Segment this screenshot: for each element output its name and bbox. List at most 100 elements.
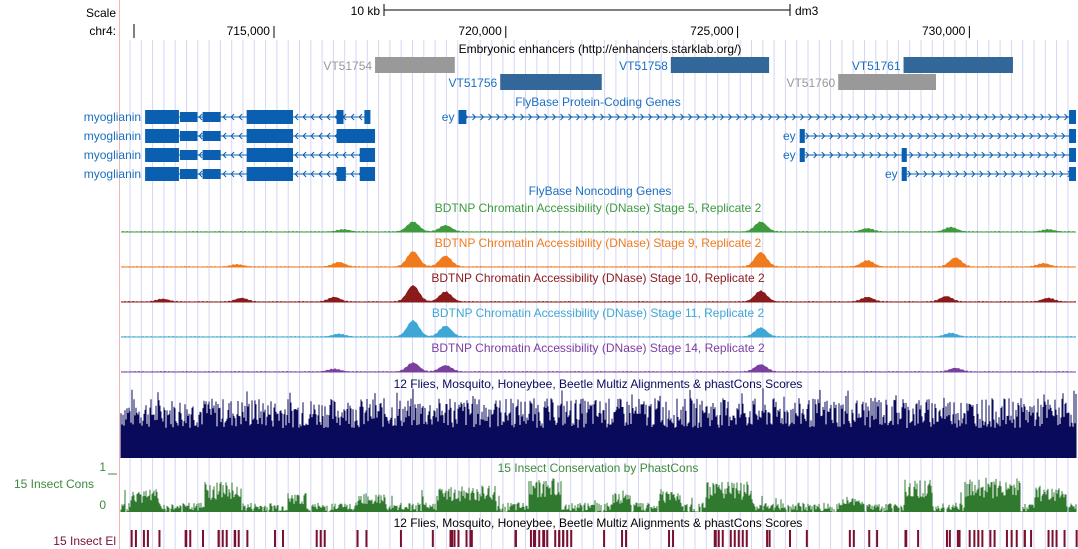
conserved-element[interactable]: [570, 530, 573, 547]
gene-exon[interactable]: [202, 112, 221, 122]
conserved-element[interactable]: [733, 530, 736, 547]
enhancer-feature[interactable]: [838, 74, 936, 90]
gene-exon[interactable]: [202, 150, 221, 160]
conserved-element[interactable]: [1005, 530, 1008, 547]
multiz-bars[interactable]: [120, 388, 1077, 458]
conserved-element[interactable]: [788, 530, 791, 547]
gene-exon[interactable]: [799, 129, 805, 143]
gene-exon[interactable]: [458, 110, 467, 124]
gene-exon[interactable]: [179, 131, 198, 141]
conserved-element[interactable]: [146, 530, 149, 547]
gene-exon[interactable]: [179, 169, 198, 179]
conserved-element[interactable]: [958, 530, 961, 547]
gene-label-myoglianin[interactable]: myoglianin: [84, 110, 141, 124]
conserved-element[interactable]: [1075, 530, 1078, 547]
conserved-element[interactable]: [745, 530, 748, 547]
enhancer-feature[interactable]: [903, 57, 1013, 73]
conserved-element[interactable]: [672, 530, 675, 547]
gene-exon[interactable]: [359, 148, 376, 162]
conserved-element[interactable]: [1051, 530, 1054, 547]
conserved-element[interactable]: [323, 530, 326, 547]
gene-label-myoglianin[interactable]: myoglianin: [84, 129, 141, 143]
gene-label-ey[interactable]: ey: [442, 110, 455, 124]
conserved-element[interactable]: [1015, 530, 1018, 547]
conserved-element[interactable]: [621, 530, 624, 547]
conserved-element[interactable]: [158, 530, 161, 547]
gene-exon[interactable]: [901, 167, 907, 181]
gene-exon[interactable]: [359, 167, 376, 181]
conserved-element[interactable]: [453, 530, 456, 547]
conserved-element[interactable]: [273, 530, 276, 547]
phastcons-side-label[interactable]: 15 Insect Cons: [14, 477, 94, 491]
conserved-element[interactable]: [1063, 530, 1066, 547]
conserved-element[interactable]: [529, 530, 532, 547]
conserved-element[interactable]: [221, 530, 224, 547]
gene-exon[interactable]: [1069, 129, 1076, 143]
gene-exon[interactable]: [145, 148, 179, 162]
conserved-element[interactable]: [766, 530, 769, 547]
conserved-element[interactable]: [281, 530, 284, 547]
conserved-element[interactable]: [741, 530, 744, 547]
conserved-element[interactable]: [189, 530, 192, 547]
conserved-element[interactable]: [848, 530, 851, 547]
gene-label-myoglianin[interactable]: myoglianin: [84, 167, 141, 181]
gene-exon[interactable]: [145, 110, 179, 124]
gene-label-ey[interactable]: ey: [783, 129, 796, 143]
conserved-element[interactable]: [973, 530, 976, 547]
enhancer-label[interactable]: VT51756: [449, 76, 498, 90]
gene-exon[interactable]: [799, 148, 805, 162]
gene-exon[interactable]: [1069, 110, 1076, 124]
phastcons-wiggle[interactable]: [120, 477, 1077, 512]
conserved-element[interactable]: [246, 530, 249, 547]
conserved-element[interactable]: [1010, 530, 1013, 547]
conserved-element[interactable]: [968, 530, 971, 547]
conserved-element[interactable]: [717, 530, 720, 547]
conserved-element[interactable]: [142, 530, 145, 547]
conserved-element[interactable]: [554, 530, 557, 547]
enhancer-feature[interactable]: [670, 57, 770, 73]
enhancer-feature[interactable]: [375, 57, 455, 73]
phastcons-elements[interactable]: [130, 530, 1078, 547]
gene-exon[interactable]: [336, 167, 346, 181]
conserved-element[interactable]: [234, 530, 237, 547]
conserved-element[interactable]: [184, 530, 187, 547]
conserved-element[interactable]: [217, 530, 220, 547]
enhancer-label[interactable]: VT51760: [786, 76, 835, 90]
conserved-element[interactable]: [668, 530, 671, 547]
conserved-element[interactable]: [469, 530, 472, 547]
gene-exon[interactable]: [364, 110, 371, 124]
conserved-element[interactable]: [319, 530, 322, 547]
conserved-element[interactable]: [945, 530, 948, 547]
conserved-element[interactable]: [315, 530, 318, 547]
conserved-element[interactable]: [365, 530, 368, 547]
gene-exon[interactable]: [202, 131, 221, 141]
conserved-element[interactable]: [562, 530, 565, 547]
conserved-element[interactable]: [852, 530, 855, 547]
conserved-element[interactable]: [868, 530, 871, 547]
conserved-element[interactable]: [356, 530, 359, 547]
conserved-element[interactable]: [956, 530, 959, 547]
gene-exon[interactable]: [246, 148, 293, 162]
gene-exon[interactable]: [1069, 167, 1076, 181]
conserved-element[interactable]: [917, 530, 920, 547]
gene-exon[interactable]: [179, 150, 198, 160]
conserved-element[interactable]: [201, 530, 204, 547]
conserved-element[interactable]: [546, 530, 549, 547]
conserved-element[interactable]: [465, 530, 468, 547]
elements-side-label[interactable]: 15 Insect El: [53, 534, 116, 548]
conserved-element[interactable]: [399, 530, 402, 547]
conserved-element[interactable]: [989, 530, 992, 547]
multiz-wiggle[interactable]: [120, 388, 1077, 458]
conserved-element[interactable]: [729, 530, 732, 547]
conserved-element[interactable]: [237, 530, 240, 547]
gene-label-ey[interactable]: ey: [783, 148, 796, 162]
conserved-element[interactable]: [134, 530, 137, 547]
enhancer-features[interactable]: VT51754 VT51756 VT51758 VT51760 VT51761: [323, 57, 1013, 90]
conserved-element[interactable]: [538, 530, 541, 547]
gene-exon[interactable]: [179, 112, 198, 122]
conserved-element[interactable]: [948, 530, 951, 547]
gene-exon[interactable]: [1069, 148, 1076, 162]
gene-exon[interactable]: [336, 129, 376, 143]
